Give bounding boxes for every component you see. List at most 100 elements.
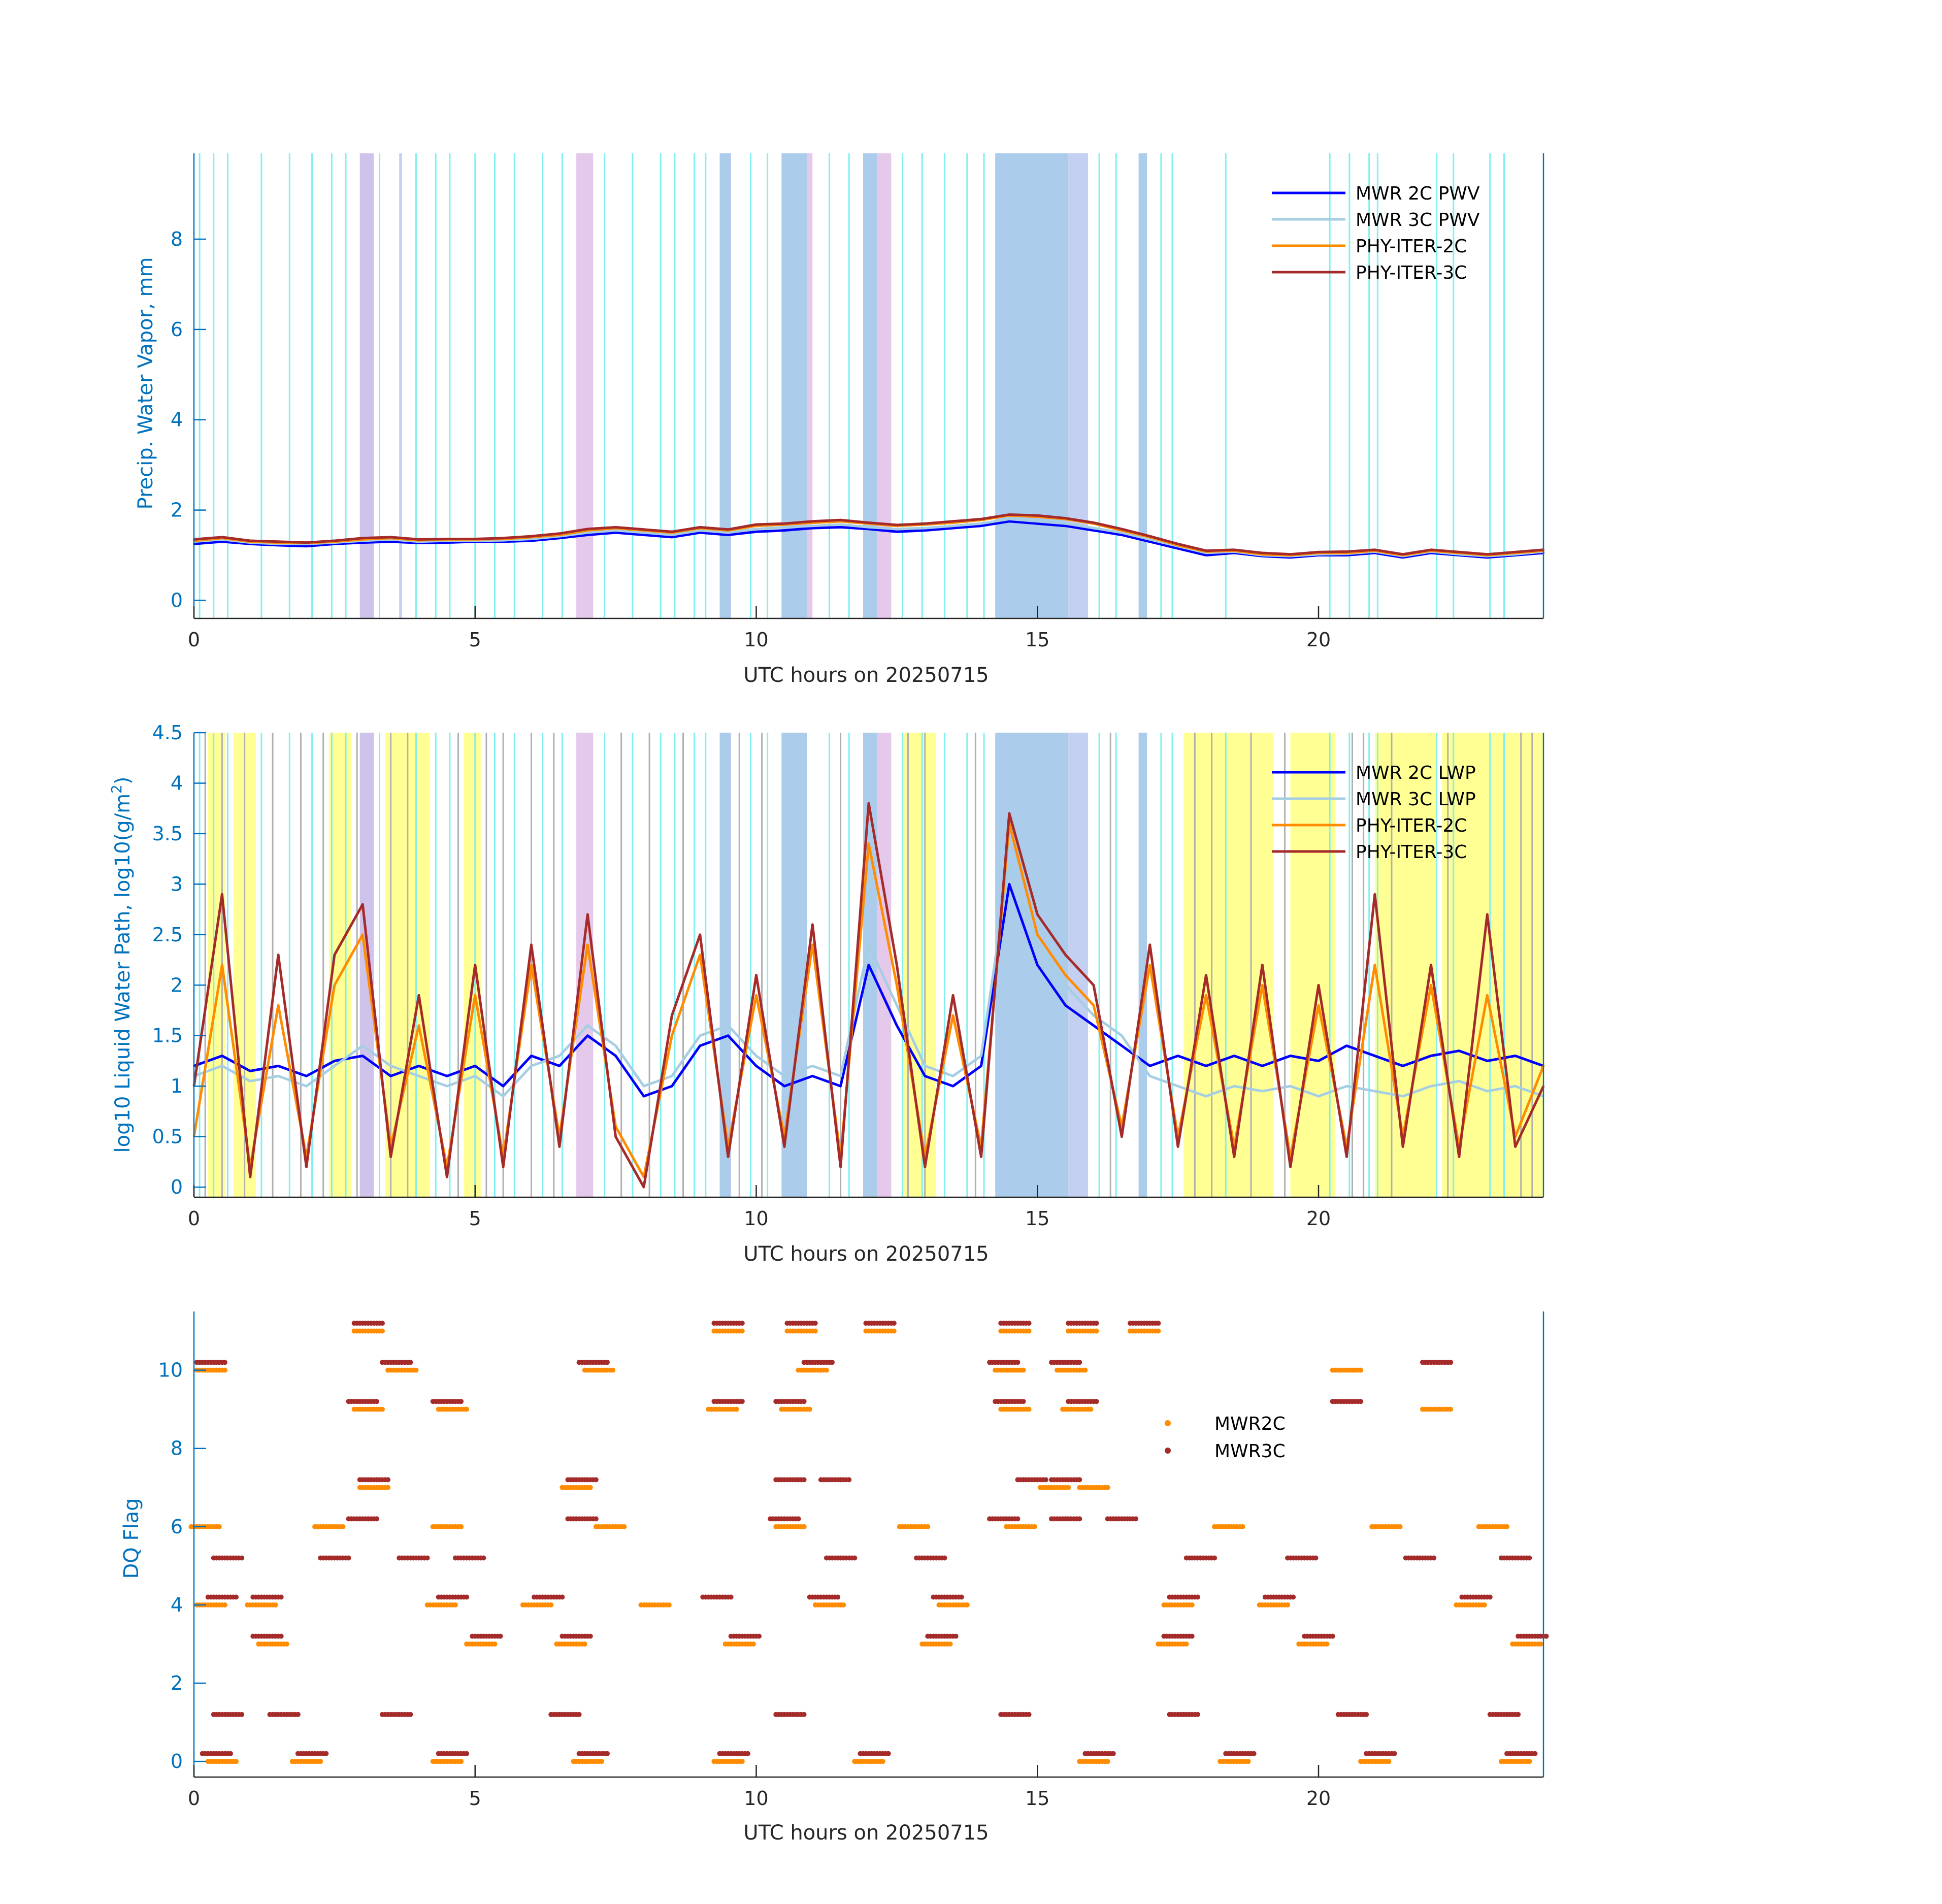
dq-flag-point bbox=[824, 1367, 829, 1373]
dq-flag-point bbox=[1066, 1485, 1071, 1490]
dq-flag-point bbox=[599, 1759, 604, 1764]
series-point bbox=[277, 1065, 280, 1067]
legend-label: PHY-ITER-2C bbox=[1356, 815, 1467, 836]
series-point bbox=[1373, 1090, 1376, 1093]
y-tick-label: 4.5 bbox=[152, 721, 183, 744]
lwp-legend: MWR 2C LWP MWR 3C LWP PHY-ITER-2C PHY-ITER-… bbox=[1272, 763, 1476, 863]
series-point bbox=[558, 1055, 561, 1057]
dq-flag-point bbox=[559, 1594, 565, 1600]
series-point bbox=[1177, 543, 1179, 545]
shading-band bbox=[781, 153, 807, 618]
series-point bbox=[1177, 1085, 1179, 1088]
series-point bbox=[952, 994, 954, 997]
dq-flag-point bbox=[1397, 1524, 1403, 1529]
series-point bbox=[1486, 913, 1489, 916]
dq-flag-point bbox=[498, 1633, 503, 1639]
shading-band bbox=[1068, 733, 1088, 1197]
series-point bbox=[389, 1156, 392, 1158]
dq-flag-point bbox=[318, 1759, 323, 1764]
series-point bbox=[1345, 1156, 1348, 1158]
dq-flag-point bbox=[1077, 1516, 1082, 1522]
x-tick-label: 20 bbox=[1306, 1787, 1331, 1810]
series-point bbox=[924, 1166, 926, 1168]
series-point bbox=[924, 522, 926, 525]
series-point bbox=[1008, 518, 1010, 520]
series-point bbox=[614, 1055, 617, 1057]
dq-flag-point bbox=[1330, 1633, 1335, 1639]
series-point bbox=[643, 1186, 645, 1189]
dq-flag-point bbox=[227, 1751, 233, 1756]
series-point bbox=[671, 1034, 673, 1037]
dq-flag-point bbox=[380, 1321, 385, 1326]
series-point bbox=[643, 528, 645, 531]
y-tick-label: 8 bbox=[171, 1437, 183, 1460]
shading-band bbox=[877, 153, 892, 618]
dq-flag-point bbox=[964, 1602, 970, 1607]
series-point bbox=[699, 529, 701, 532]
y-tick-label: 8 bbox=[171, 228, 183, 250]
dq-flag-point bbox=[1358, 1399, 1364, 1404]
series-point bbox=[699, 954, 701, 956]
series-point bbox=[896, 1004, 898, 1007]
series-point bbox=[1093, 1024, 1095, 1027]
y-tick-label: 4 bbox=[171, 1594, 183, 1616]
series-point bbox=[839, 1075, 842, 1077]
series-point bbox=[502, 1166, 505, 1168]
series-point bbox=[530, 538, 533, 540]
series-point bbox=[277, 1004, 280, 1007]
dq-flag-point bbox=[1487, 1594, 1493, 1600]
series-point bbox=[249, 1080, 251, 1082]
series-point bbox=[1064, 517, 1067, 519]
series-point bbox=[1233, 548, 1235, 551]
series-point bbox=[1121, 1135, 1123, 1138]
series-point bbox=[1514, 551, 1517, 553]
shading-band bbox=[863, 153, 877, 618]
dq-flag-point bbox=[413, 1367, 419, 1373]
lwp-panel: 0 5 10 15 20 0 0.5 1 1.5 2 2.5 3 3.5 4 4.5 UTC hours o… bbox=[108, 721, 1545, 1266]
x-tick-label: 10 bbox=[744, 629, 768, 651]
series-point bbox=[1121, 528, 1123, 530]
legend-label: MWR 2C PWV bbox=[1356, 183, 1480, 204]
series-point bbox=[924, 527, 926, 530]
series-point bbox=[586, 528, 589, 530]
series-point bbox=[530, 535, 533, 538]
dq-flag-point bbox=[464, 1751, 470, 1756]
y-tick-label: 0 bbox=[171, 1750, 183, 1772]
legend-label: PHY-ITER-2C bbox=[1356, 236, 1467, 257]
series-point bbox=[727, 534, 730, 536]
series-point bbox=[643, 532, 645, 534]
series-point bbox=[1402, 1145, 1404, 1148]
pwv-ylabel: Precip. Water Vapor, mm bbox=[134, 257, 157, 510]
series-point bbox=[980, 1065, 982, 1067]
x-tick-label: 15 bbox=[1025, 629, 1049, 651]
series-point bbox=[868, 521, 870, 524]
y-tick-label: 0 bbox=[171, 589, 183, 611]
pwv-series-group bbox=[193, 513, 1544, 559]
series-point bbox=[1008, 863, 1010, 865]
series-point bbox=[474, 964, 476, 966]
series-point bbox=[839, 1085, 842, 1088]
series-point bbox=[952, 527, 954, 530]
series-point bbox=[1261, 1090, 1264, 1093]
shading-band bbox=[464, 733, 481, 1197]
dq-panel: 0 5 10 15 20 0 2 4 6 8 10 UTC hours on 20250715 DQ… bbox=[120, 1311, 1549, 1845]
y-tick-label: 2 bbox=[171, 1672, 183, 1694]
series-point bbox=[530, 1065, 533, 1067]
dq-flag-point bbox=[1088, 1406, 1094, 1412]
series-point bbox=[1402, 553, 1404, 555]
dq-flag-point bbox=[222, 1367, 227, 1373]
series-point bbox=[896, 984, 898, 987]
series-point bbox=[1177, 1145, 1179, 1148]
legend-label: MWR 3C LWP bbox=[1356, 789, 1476, 810]
shading-band bbox=[719, 153, 731, 618]
series-point bbox=[1064, 984, 1067, 987]
series-point bbox=[671, 531, 673, 533]
series-point bbox=[1514, 1085, 1517, 1088]
lwp-ylabel-main: log10 Liquid Water Path, log10(g/m bbox=[111, 794, 135, 1153]
series-point bbox=[980, 522, 982, 525]
series-point bbox=[1458, 551, 1460, 553]
shading-band bbox=[719, 733, 731, 1197]
series-point bbox=[1261, 1065, 1264, 1067]
series-point bbox=[446, 538, 448, 540]
